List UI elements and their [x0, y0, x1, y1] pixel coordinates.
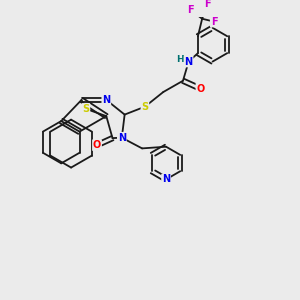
Text: F: F — [187, 5, 194, 15]
Text: H: H — [176, 55, 183, 64]
Text: F: F — [204, 0, 211, 9]
Text: N: N — [162, 174, 170, 184]
Text: S: S — [141, 102, 148, 112]
Text: N: N — [184, 57, 193, 67]
Text: S: S — [82, 104, 89, 114]
Text: O: O — [93, 140, 101, 150]
Text: F: F — [211, 16, 217, 27]
Text: N: N — [102, 95, 110, 105]
Text: N: N — [118, 133, 126, 143]
Text: O: O — [196, 84, 205, 94]
